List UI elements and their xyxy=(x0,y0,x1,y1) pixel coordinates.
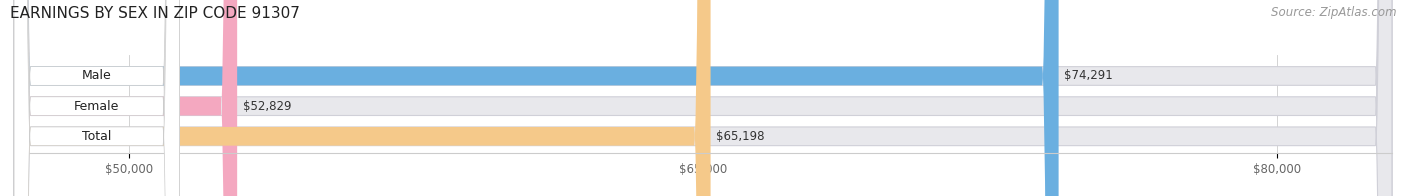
FancyBboxPatch shape xyxy=(14,0,180,196)
Text: EARNINGS BY SEX IN ZIP CODE 91307: EARNINGS BY SEX IN ZIP CODE 91307 xyxy=(10,6,299,21)
FancyBboxPatch shape xyxy=(14,0,1059,196)
FancyBboxPatch shape xyxy=(14,0,710,196)
Text: $52,829: $52,829 xyxy=(243,100,291,113)
FancyBboxPatch shape xyxy=(14,0,1392,196)
Text: Male: Male xyxy=(82,70,111,83)
Text: $74,291: $74,291 xyxy=(1064,70,1114,83)
FancyBboxPatch shape xyxy=(14,0,180,196)
Text: Female: Female xyxy=(75,100,120,113)
Text: $65,198: $65,198 xyxy=(716,130,765,143)
Text: Total: Total xyxy=(82,130,111,143)
FancyBboxPatch shape xyxy=(14,0,238,196)
Text: Source: ZipAtlas.com: Source: ZipAtlas.com xyxy=(1271,6,1396,19)
FancyBboxPatch shape xyxy=(14,0,180,196)
FancyBboxPatch shape xyxy=(14,0,1392,196)
FancyBboxPatch shape xyxy=(14,0,1392,196)
